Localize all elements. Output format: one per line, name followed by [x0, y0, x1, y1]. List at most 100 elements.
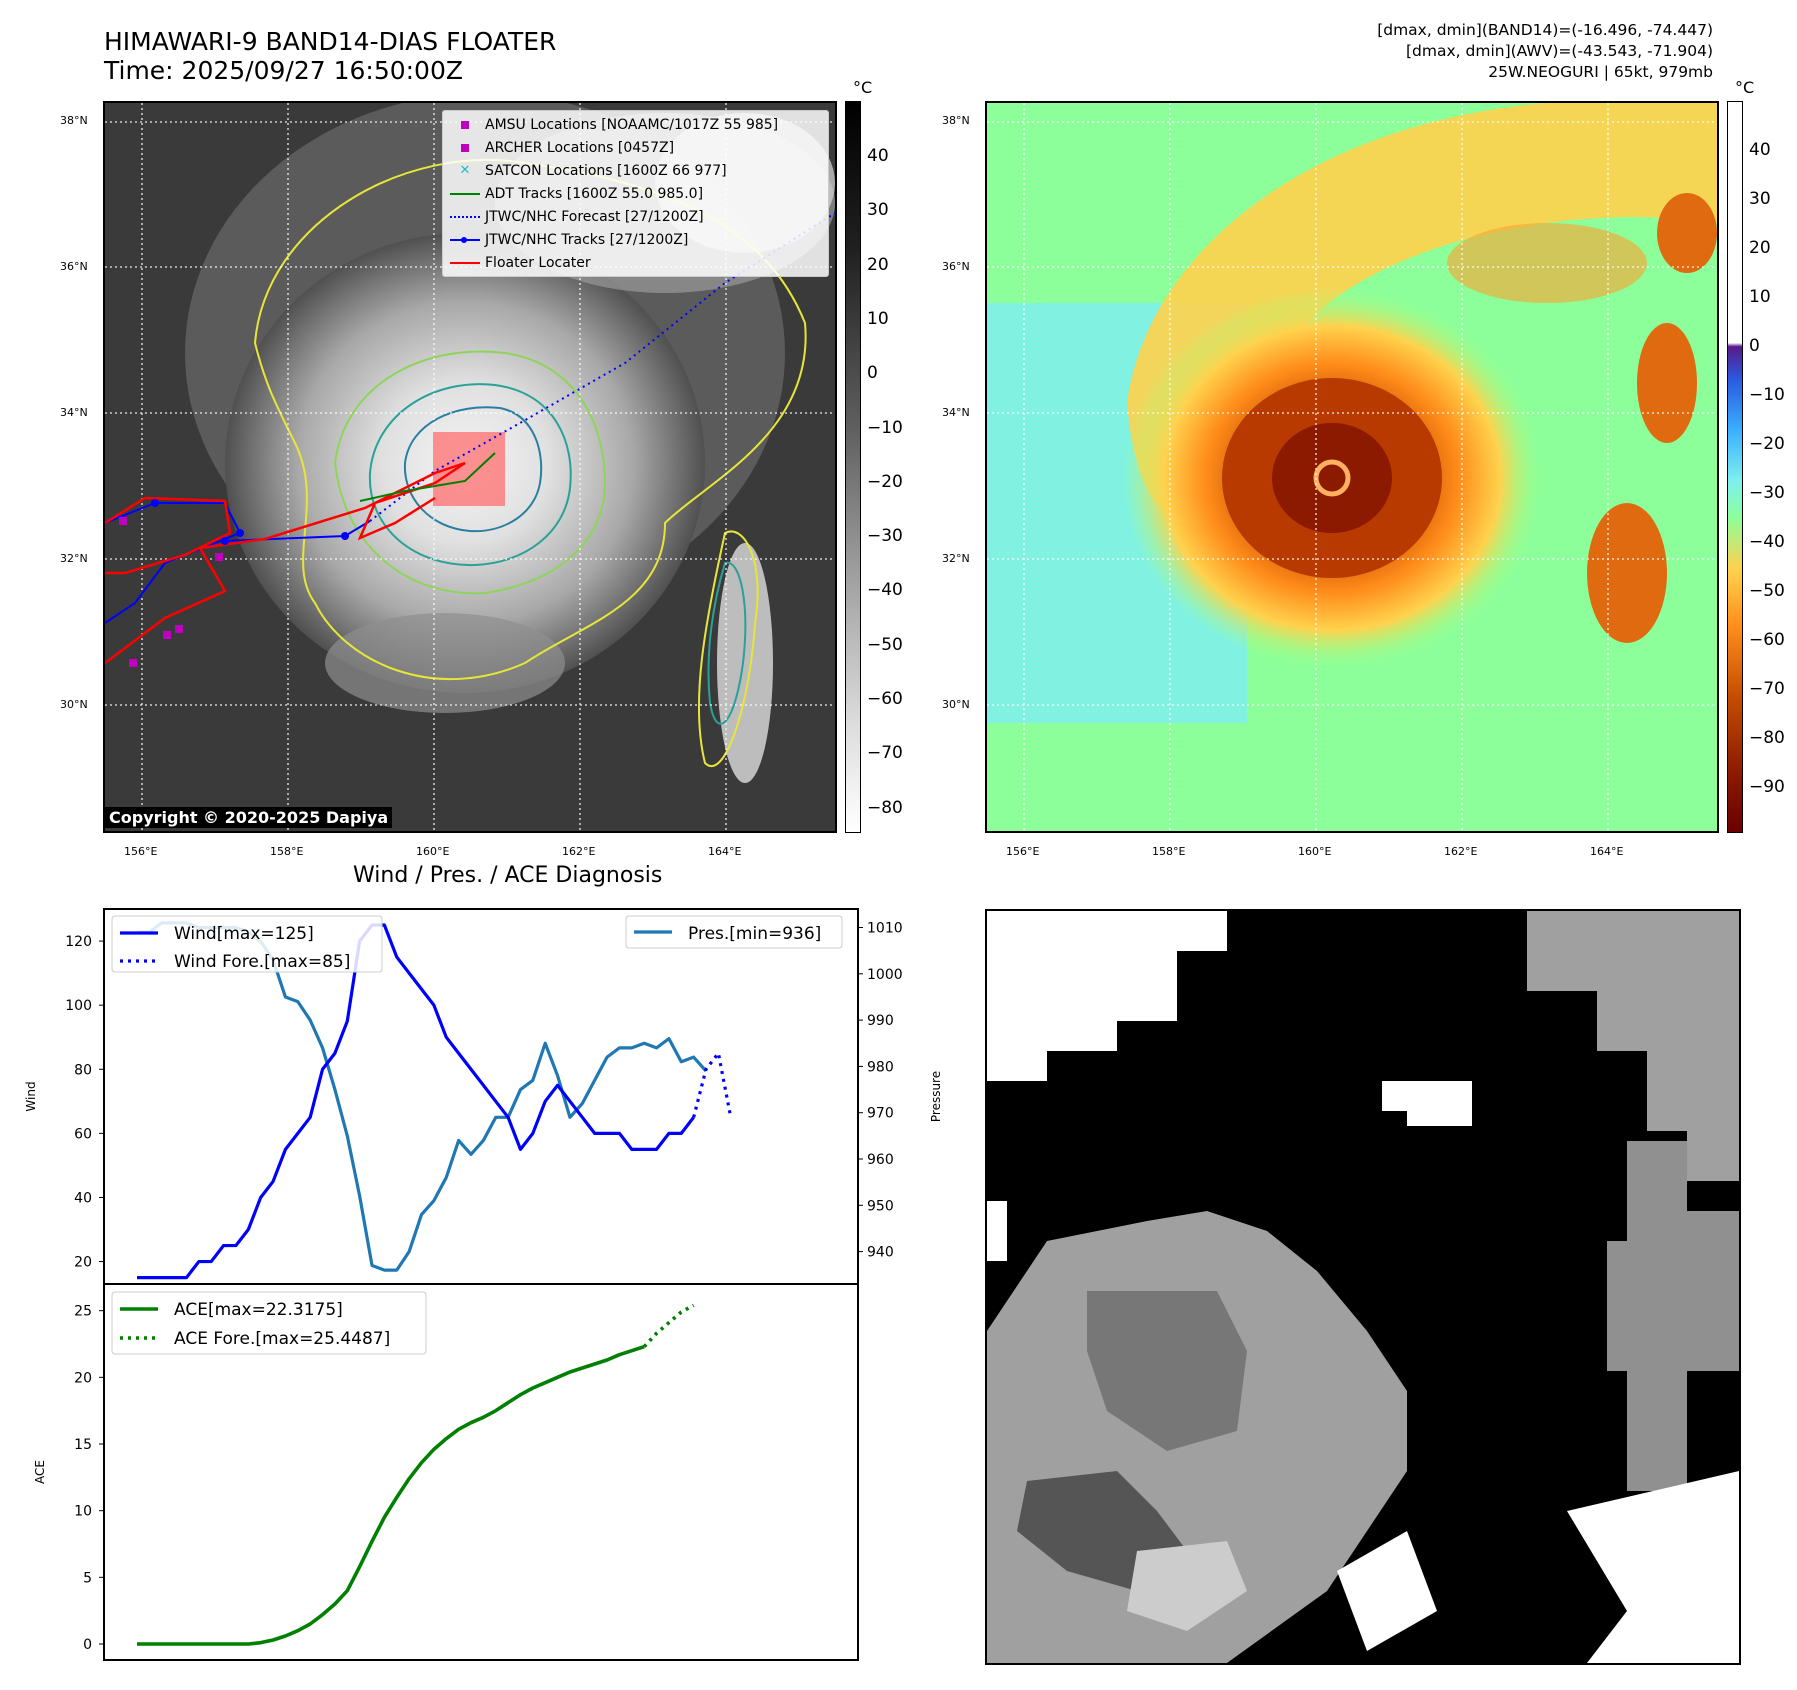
diagnosis-chart: 2040608010012094095096097098099010001010…	[24, 908, 943, 1661]
legend-item-amsu: AMSU Locations [NOAAMC/1017Z 55 985]	[445, 113, 826, 136]
wmg-count-label: WMG Count: 0	[1005, 925, 1166, 949]
lat-label: 32°N	[60, 552, 88, 565]
awv-map-image	[987, 103, 1717, 831]
y2-axis-label: Pressure	[929, 1071, 943, 1122]
info-storm: 25W.NEOGURI | 65kt, 979mb	[1488, 63, 1713, 81]
info-band14: [dmax, dmin](BAND14)=(-16.496, -74.447)	[1377, 21, 1713, 39]
lon-label: 158°E	[1152, 845, 1186, 858]
y-axis-label: Wind	[24, 1081, 38, 1111]
colorbar-tick-label: −20	[867, 471, 903, 492]
info-awv: [dmax, dmin](AWV)=(-43.543, -71.904)	[1406, 42, 1713, 60]
ir-legend: AMSU Locations [NOAAMC/1017Z 55 985] ARC…	[442, 110, 829, 277]
lon-label: 164°E	[708, 845, 742, 858]
lat-label: 34°N	[60, 406, 88, 419]
lat-label: 34°N	[942, 406, 970, 419]
diagnosis-bottom-frame	[103, 1283, 859, 1661]
ace-forecast-line	[642, 1303, 695, 1348]
y2-tick-label: 950	[867, 1198, 894, 1214]
lon-label: 156°E	[1006, 845, 1040, 858]
chart-title-satellite: HIMAWARI-9 BAND14-DIAS FLOATER	[104, 27, 557, 56]
legend-item-satcon: ✕ SATCON Locations [1600Z 66 977]	[445, 159, 826, 182]
colorbar-tick-label: −10	[867, 417, 903, 438]
lon-label: 160°E	[416, 845, 450, 858]
lat-label: 32°N	[942, 552, 970, 565]
line-icon	[450, 192, 480, 195]
lat-label: 30°N	[942, 698, 970, 711]
wmg-image	[987, 911, 1739, 1663]
copyright-label: Copyright © 2020-2025 Dapiya	[105, 807, 393, 828]
legend-item-floater: Floater Locater	[445, 251, 826, 274]
lat-label: 38°N	[942, 114, 970, 127]
y-tick-label: 20	[74, 1255, 92, 1271]
ir-colorbar-unit: °C	[853, 78, 873, 97]
colorbar-tick-label: −70	[1749, 679, 1785, 699]
colorbar-tick-label: −50	[1749, 581, 1785, 601]
colorbar-tick-label: 10	[867, 308, 889, 329]
pressure-legend	[625, 915, 843, 949]
legend-box	[625, 915, 843, 949]
lon-label: 164°E	[1590, 845, 1624, 858]
colorbar-tick-label: −40	[867, 580, 903, 601]
colorbar-tick-label: −80	[1749, 728, 1785, 748]
y2-tick-label: 990	[867, 1013, 894, 1029]
square-marker-icon	[461, 143, 469, 152]
legend-item-archer: ARCHER Locations [0457Z]	[445, 136, 826, 159]
dotted-line-icon	[450, 215, 480, 218]
y-tick-label: 60	[74, 1126, 92, 1142]
ir-colorbar	[845, 101, 861, 833]
wind-forecast-line	[692, 1051, 733, 1118]
lat-label: 36°N	[60, 260, 88, 273]
y2-tick-label: 970	[867, 1106, 894, 1122]
pressure-line	[137, 921, 708, 1272]
colorbar-tick-label: 40	[867, 146, 889, 166]
y2-tick-label: 1010	[867, 921, 903, 937]
wind-line	[137, 923, 695, 1280]
y-tick-label: 40	[74, 1190, 92, 1206]
y2-tick-label: 960	[867, 1152, 894, 1168]
legend-box	[111, 1291, 427, 1355]
legend-item-adt: ADT Tracks [1600Z 55.0 985.0]	[445, 182, 826, 205]
legend-label-ace: ACE[max=22.3175]	[174, 1300, 343, 1320]
adt-track	[359, 452, 496, 502]
lon-label: 156°E	[124, 845, 158, 858]
colorbar-tick-label: −60	[1749, 630, 1785, 650]
x-marker-icon: ✕	[459, 163, 471, 178]
colorbar-tick-label: −10	[1749, 385, 1785, 405]
y-tick-label: 100	[65, 998, 92, 1014]
lat-label: 36°N	[942, 260, 970, 273]
colorbar-tick-label: −70	[867, 743, 903, 764]
legend-label-wind-forecast: Wind Fore.[max=85]	[174, 952, 350, 972]
awv-colorbar-unit: °C	[1735, 78, 1755, 97]
awv-map-panel	[985, 101, 1719, 833]
legend-item-tracks: JTWC/NHC Tracks [27/1200Z]	[445, 228, 826, 251]
y-tick-label: 80	[74, 1062, 92, 1078]
ace-line	[137, 1344, 645, 1646]
colorbar-tick-label: 30	[1749, 189, 1771, 209]
y-tick-label: 10	[74, 1504, 92, 1520]
colorbar-tick-label: −80	[867, 797, 903, 818]
legend-label-ace-forecast: ACE Fore.[max=25.4487]	[174, 1329, 390, 1349]
colorbar-tick-label: −30	[1749, 483, 1785, 503]
legend-box	[111, 915, 383, 973]
colorbar-tick-label: −60	[867, 689, 903, 709]
floater-track	[105, 461, 466, 664]
colorbar-tick-label: −40	[1749, 532, 1785, 552]
legend-item-forecast: JTWC/NHC Forecast [27/1200Z]	[445, 205, 826, 228]
lon-label: 162°E	[1444, 845, 1478, 858]
line-icon	[450, 261, 480, 264]
legend-label-pressure: Pres.[min=936]	[688, 924, 821, 944]
diagnosis-title: Wind / Pres. / ACE Diagnosis	[353, 863, 663, 888]
y2-tick-label: 980	[867, 1059, 894, 1075]
ir-map-panel: AMSU Locations [NOAAMC/1017Z 55 985] ARC…	[103, 101, 837, 833]
wmg-panel: WMG Count: 0	[985, 909, 1741, 1665]
colorbar-tick-label: 20	[867, 254, 889, 275]
square-marker-icon	[461, 120, 469, 129]
ace-axis-label: ACE	[33, 1460, 47, 1484]
y-tick-label: 25	[74, 1304, 92, 1320]
lon-label: 160°E	[1298, 845, 1332, 858]
lat-label: 38°N	[60, 114, 88, 127]
y2-tick-label: 1000	[867, 967, 903, 983]
ace-legend	[111, 1291, 427, 1355]
colorbar-tick-label: 30	[867, 200, 889, 221]
lon-label: 158°E	[270, 845, 304, 858]
